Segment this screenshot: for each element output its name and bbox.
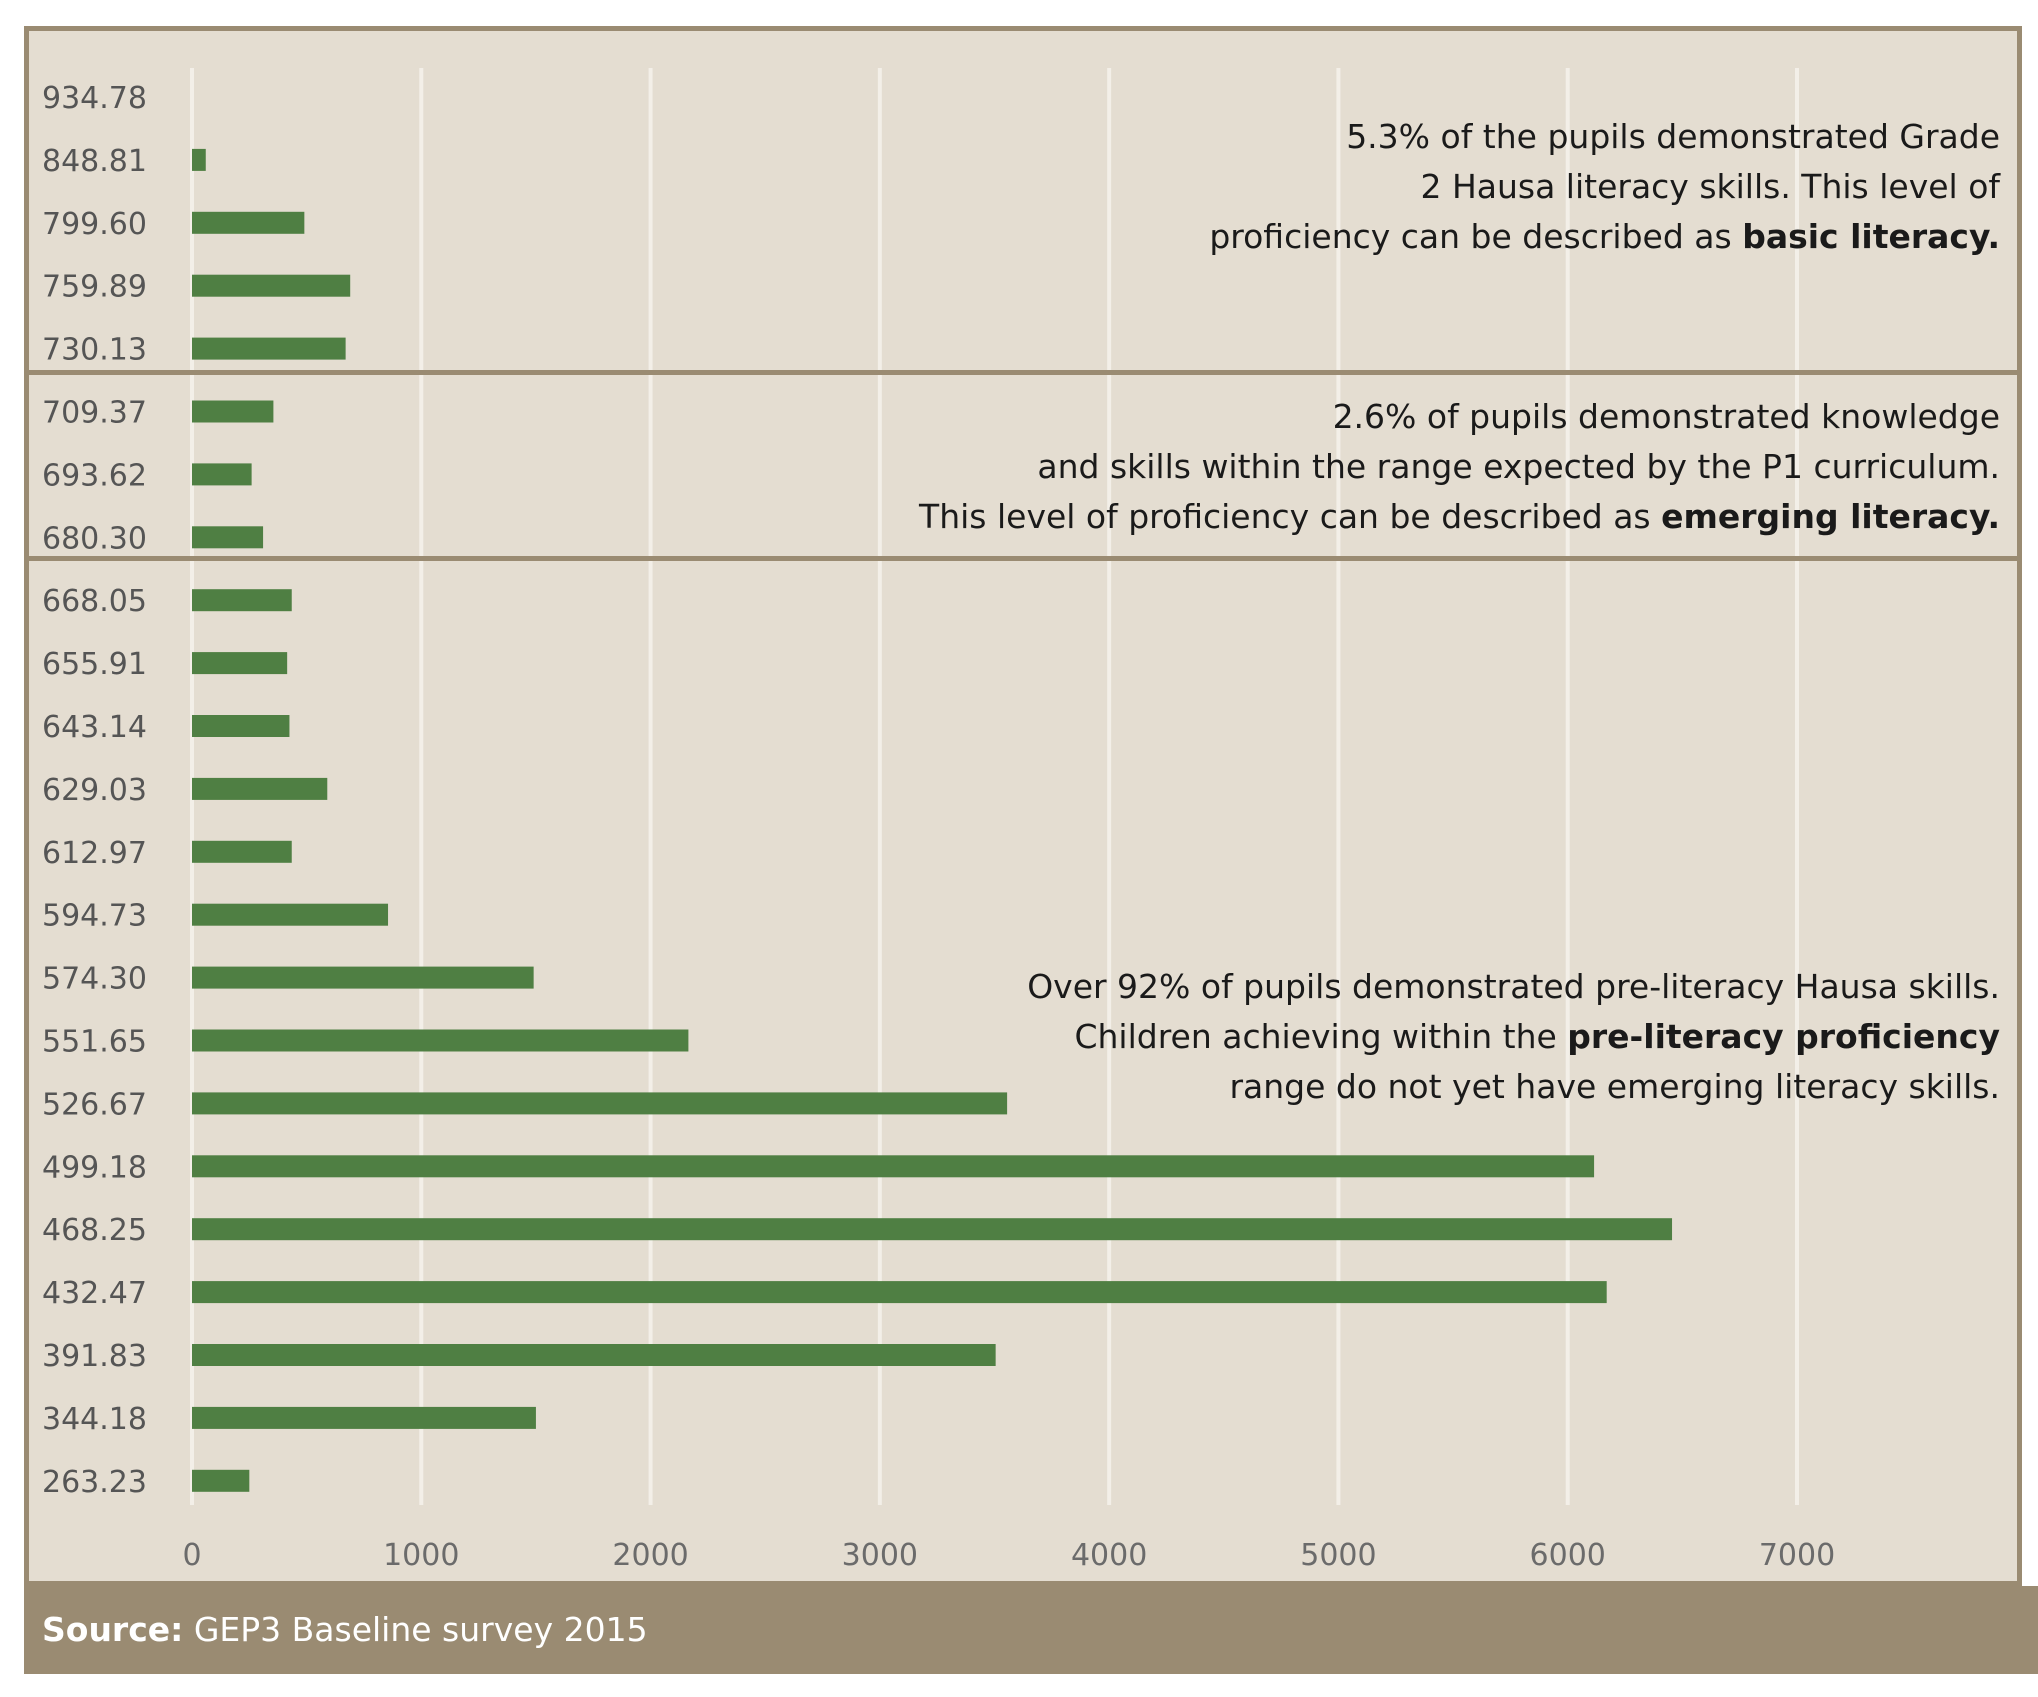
bar-12 xyxy=(192,840,292,863)
x-tick-label-4: 4000 xyxy=(1071,1538,1147,1573)
bar-8 xyxy=(192,589,292,612)
y-tick-label-2: 799.60 xyxy=(42,207,147,242)
y-tick-label-20: 391.83 xyxy=(42,1339,147,1374)
x-tick-label-0: 0 xyxy=(182,1538,201,1573)
bar-6 xyxy=(192,463,252,486)
x-tick-label-6: 6000 xyxy=(1530,1538,1606,1573)
bars xyxy=(192,148,1673,1492)
bar-22 xyxy=(192,1469,250,1492)
y-tick-label-14: 574.30 xyxy=(42,962,147,997)
y-tick-label-21: 344.18 xyxy=(42,1402,147,1437)
annotation-text: range do not yet have emerging literacy … xyxy=(1229,1067,2000,1106)
y-tick-label-19: 432.47 xyxy=(42,1276,147,1311)
y-tick-label-22: 263.23 xyxy=(42,1465,147,1500)
annotation-text: 5.3% of the pupils demonstrated Grade xyxy=(1346,117,2000,156)
y-tick-label-15: 551.65 xyxy=(42,1025,147,1060)
source-label: Source: xyxy=(42,1610,184,1649)
bar-7 xyxy=(192,526,264,549)
bar-20 xyxy=(192,1344,996,1366)
x-tick-label-3: 3000 xyxy=(842,1538,918,1573)
band-divider-emerging xyxy=(24,556,2022,561)
y-tick-label-7: 680.30 xyxy=(42,521,147,556)
bar-9 xyxy=(192,652,288,675)
source-footer: Source: GEP3 Baseline survey 2015 xyxy=(24,1586,2038,1674)
annotation-line: Children achieving within the pre-litera… xyxy=(1027,1012,2000,1062)
annotation-line: proficiency can be described as basic li… xyxy=(1209,212,2000,262)
annotation-line: 2.6% of pupils demonstrated knowledge xyxy=(919,392,2000,442)
bar-4 xyxy=(192,337,346,360)
y-tick-label-18: 468.25 xyxy=(42,1213,147,1248)
gridlines xyxy=(190,68,1799,1505)
annotation-bold-text: emerging literacy. xyxy=(1661,497,2000,536)
bar-19 xyxy=(192,1281,1607,1304)
annotation-line: and skills within the range expected by … xyxy=(919,442,2000,492)
x-tick-label-5: 5000 xyxy=(1300,1538,1376,1573)
band-divider-basic xyxy=(24,370,2022,375)
bar-18 xyxy=(192,1218,1673,1241)
annotation-text: Children achieving within the xyxy=(1074,1017,1568,1056)
annotation-text: 2 Hausa literacy skills. This level of xyxy=(1420,167,2000,206)
y-tick-label-0: 934.78 xyxy=(42,81,147,116)
bar-3 xyxy=(192,274,351,297)
y-tick-label-1: 848.81 xyxy=(42,144,147,179)
bar-17 xyxy=(192,1155,1595,1178)
y-tick-label-6: 693.62 xyxy=(42,458,147,493)
annotation-text: Over 92% of pupils demonstrated pre-lite… xyxy=(1027,967,2000,1006)
y-tick-label-4: 730.13 xyxy=(42,333,147,368)
y-tick-label-13: 594.73 xyxy=(42,899,147,934)
annotation-line: 2 Hausa literacy skills. This level of xyxy=(1209,162,2000,212)
bar-10 xyxy=(192,715,290,737)
bar-chart: 934.78 848.81 799.60 759.89 730.13 709.37 693.… xyxy=(42,68,1835,1573)
y-tick-label-3: 759.89 xyxy=(42,270,147,305)
annotation-bold-text: pre-literacy proficiency xyxy=(1567,1017,2000,1056)
y-tick-label-11: 629.03 xyxy=(42,773,147,808)
y-tick-labels: 934.78 848.81 799.60 759.89 730.13 709.37 693.… xyxy=(42,81,147,1500)
bar-15 xyxy=(192,1029,689,1052)
x-tick-labels: 0 1000 2000 3000 4000 5000 6000 7000 xyxy=(182,1538,1835,1573)
annotation-line: Over 92% of pupils demonstrated pre-lite… xyxy=(1027,962,2000,1012)
annotation-basic: 5.3% of the pupils demonstrated Grade 2 H… xyxy=(1209,112,2000,262)
annotation-text: and skills within the range expected by … xyxy=(1037,447,2000,486)
annotation-line: 5.3% of the pupils demonstrated Grade xyxy=(1209,112,2000,162)
bar-14 xyxy=(192,966,534,989)
annotation-text: proficiency can be described as xyxy=(1209,217,1743,256)
y-tick-label-8: 668.05 xyxy=(42,584,147,619)
source-text: GEP3 Baseline survey 2015 xyxy=(183,1610,648,1649)
bar-21 xyxy=(192,1406,536,1429)
x-tick-label-7: 7000 xyxy=(1759,1538,1835,1573)
annotation-text: This level of proficiency can be describ… xyxy=(919,497,1662,536)
y-tick-label-12: 612.97 xyxy=(42,836,147,871)
annotation-text: 2.6% of pupils demonstrated knowledge xyxy=(1332,397,2000,436)
y-tick-label-16: 526.67 xyxy=(42,1087,147,1122)
y-tick-label-9: 655.91 xyxy=(42,647,147,682)
chart-frame xyxy=(24,26,2022,1586)
annotation-emerging: 2.6% of pupils demonstrated knowledge and… xyxy=(919,392,2000,542)
y-tick-label-5: 709.37 xyxy=(42,396,147,431)
bar-16 xyxy=(192,1092,1008,1115)
bar-5 xyxy=(192,400,274,423)
annotation-line: This level of proficiency can be describ… xyxy=(919,492,2000,542)
bar-1 xyxy=(192,148,206,171)
bar-2 xyxy=(192,211,305,234)
annotation-pre-literacy: Over 92% of pupils demonstrated pre-lite… xyxy=(1027,962,2000,1112)
annotation-line: range do not yet have emerging literacy … xyxy=(1027,1062,2000,1112)
y-tick-label-10: 643.14 xyxy=(42,710,147,745)
annotation-bold-text: basic literacy. xyxy=(1742,217,2000,256)
y-tick-label-17: 499.18 xyxy=(42,1150,147,1185)
bar-11 xyxy=(192,777,328,800)
x-tick-label-1: 1000 xyxy=(383,1538,459,1573)
bar-13 xyxy=(192,903,389,926)
x-tick-label-2: 2000 xyxy=(612,1538,688,1573)
